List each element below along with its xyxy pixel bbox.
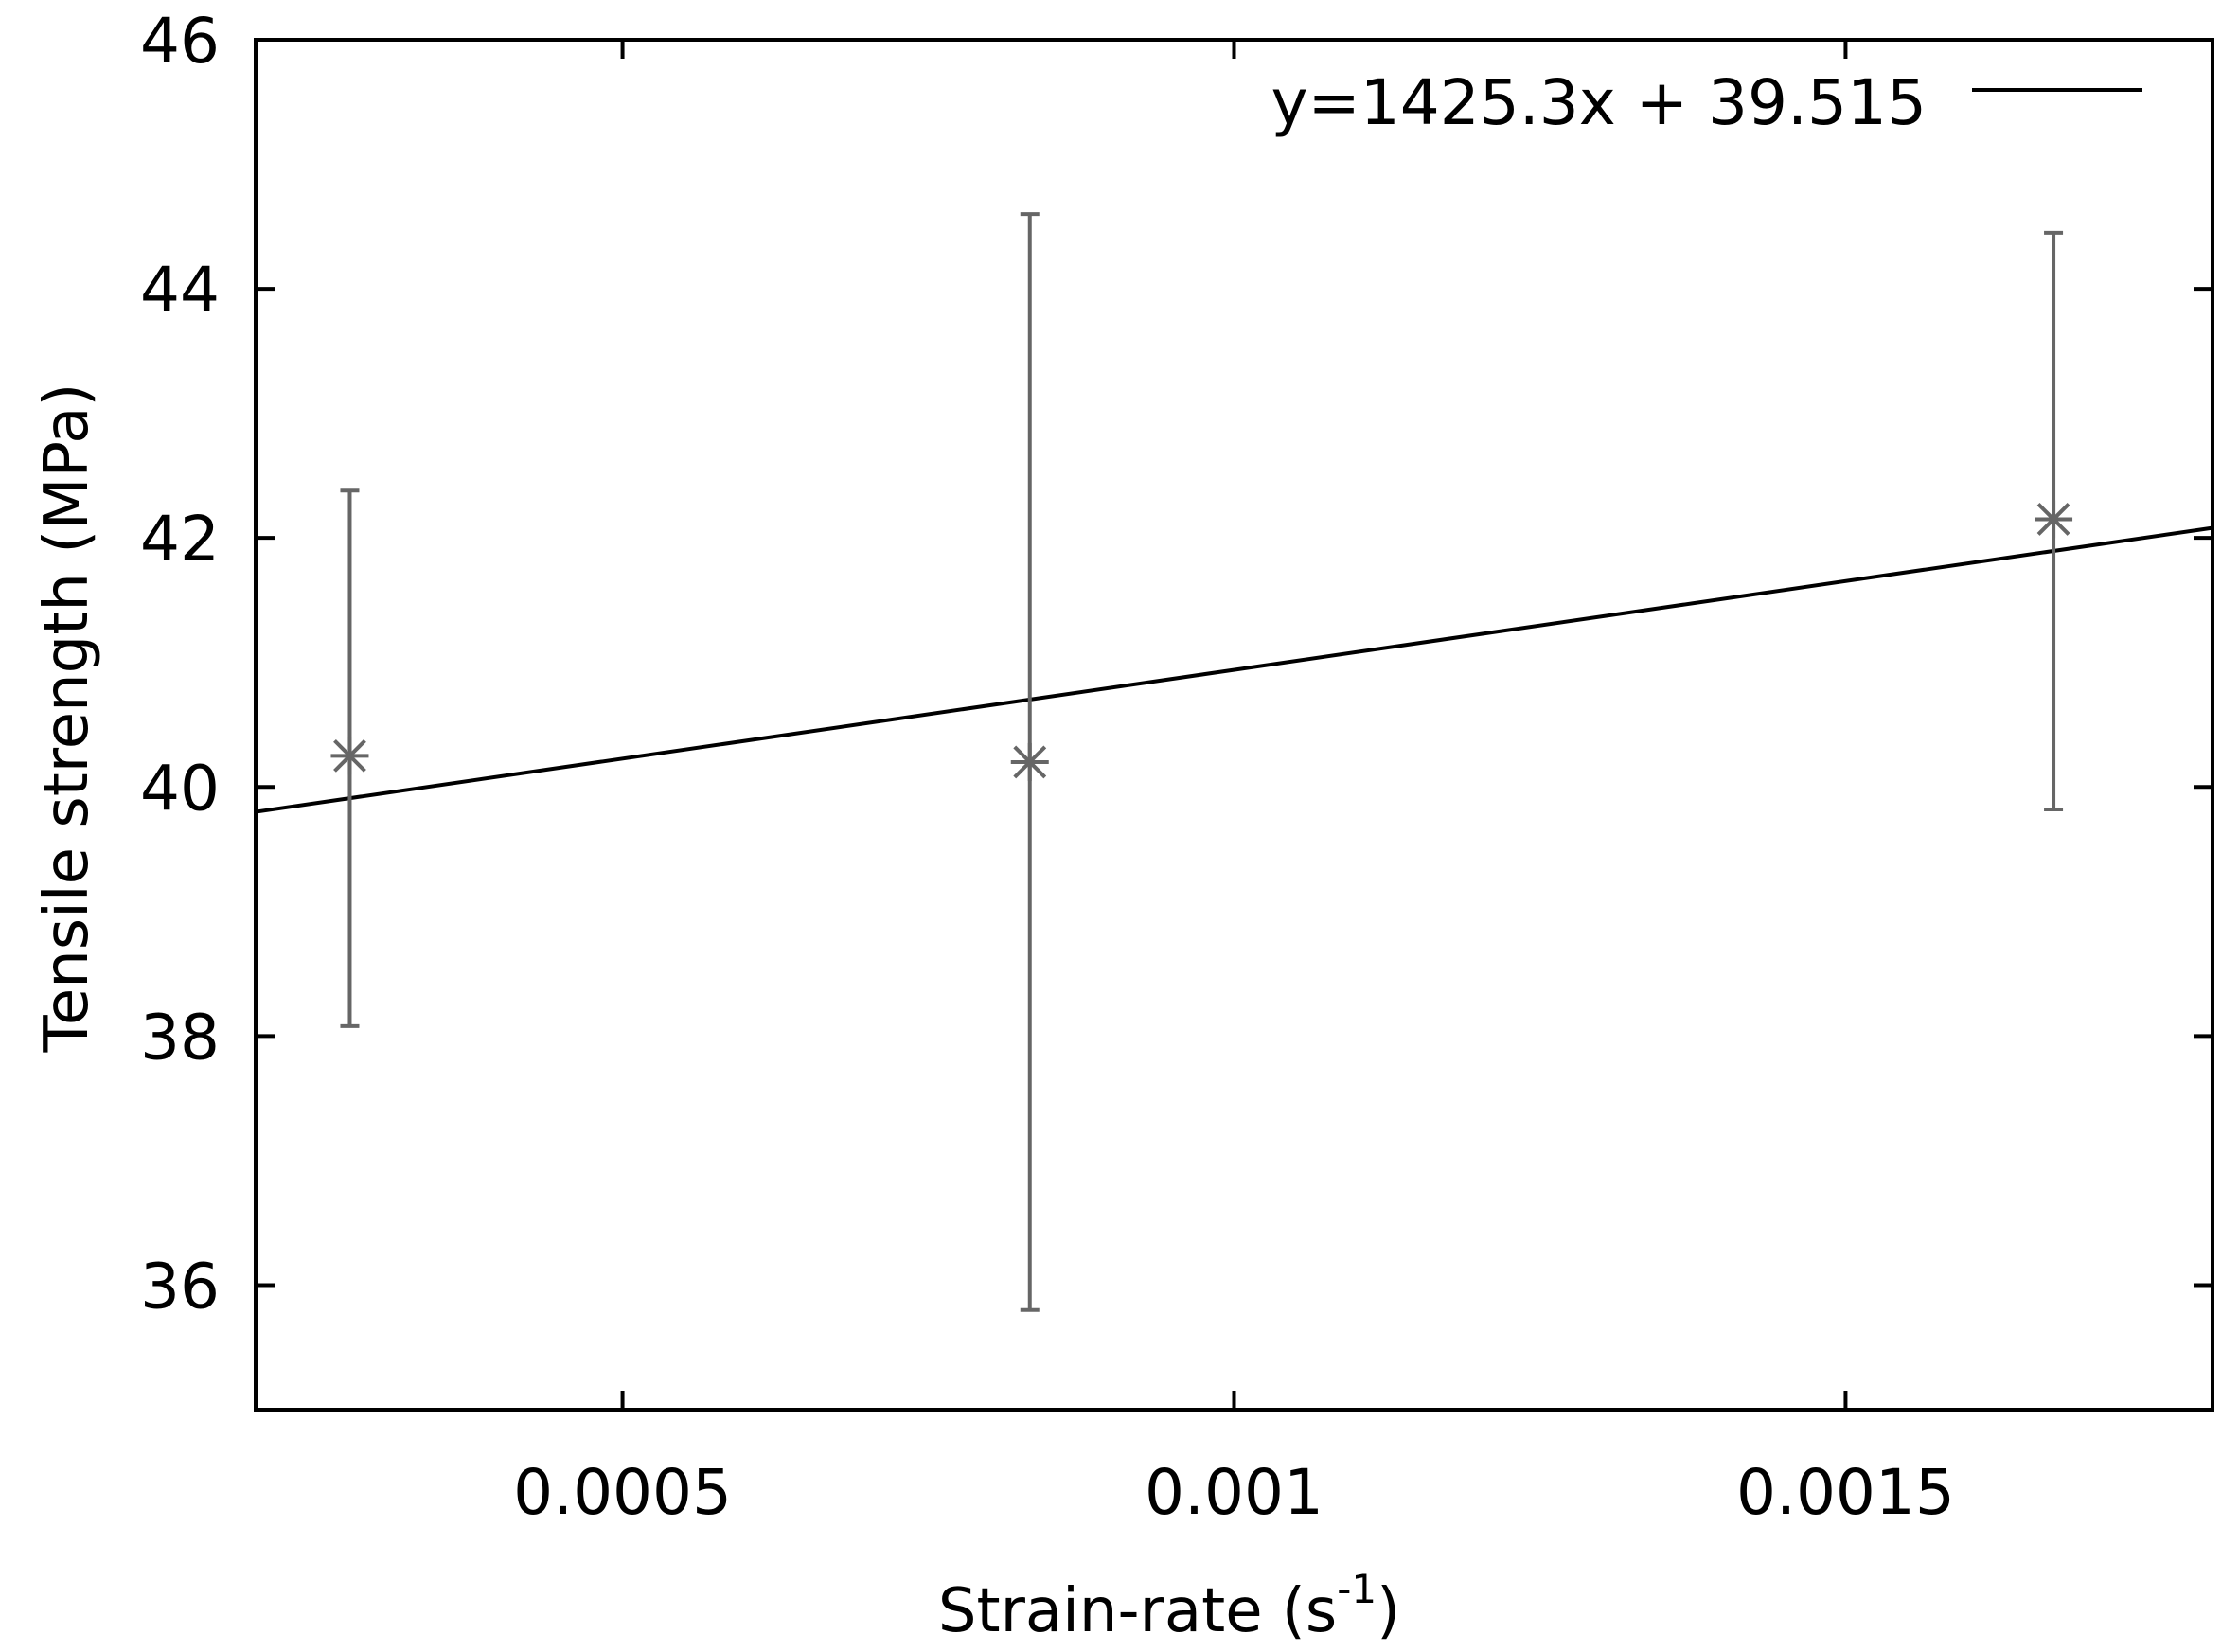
data-point [330, 488, 369, 1028]
x-axis-label: Strain-rate (s-1) [938, 1566, 1400, 1646]
asterisk-marker [330, 737, 369, 775]
y-tick-label: 46 [140, 5, 220, 78]
y-tick-label: 44 [140, 254, 220, 327]
y-tick-label: 36 [140, 1250, 220, 1323]
x-axis-label-main: Strain-rate (s [938, 1576, 1337, 1646]
y-tick-label: 40 [140, 752, 220, 825]
x-tick-label: 0.0005 [513, 1456, 732, 1529]
data-points-layer [330, 212, 2073, 1312]
tick-marks [256, 38, 2212, 1410]
data-point [1010, 212, 1049, 1312]
legend: y=1425.3x + 39.515 [1271, 66, 2142, 139]
legend-label: y=1425.3x + 39.515 [1271, 66, 1927, 139]
tick-labels: 0.0005 0.001 0.0015 36 38 40 42 44 46 [140, 5, 1955, 1529]
x-tick-label: 0.001 [1145, 1456, 1324, 1529]
x-axis-label-end: ) [1377, 1576, 1400, 1646]
asterisk-marker [1010, 742, 1049, 781]
y-tick-label: 38 [140, 1001, 220, 1074]
plot-frame [254, 38, 2214, 1412]
y-tick-label: 42 [140, 503, 220, 576]
data-point [2035, 230, 2073, 811]
x-tick-label: 0.0015 [1736, 1456, 1955, 1529]
x-axis-label-superscript: -1 [1337, 1566, 1377, 1612]
y-axis-label: Tensile strength (MPa) [32, 383, 102, 1054]
fit-line [255, 525, 2213, 814]
fit-line-layer [255, 525, 2213, 814]
asterisk-marker [2035, 500, 2073, 539]
